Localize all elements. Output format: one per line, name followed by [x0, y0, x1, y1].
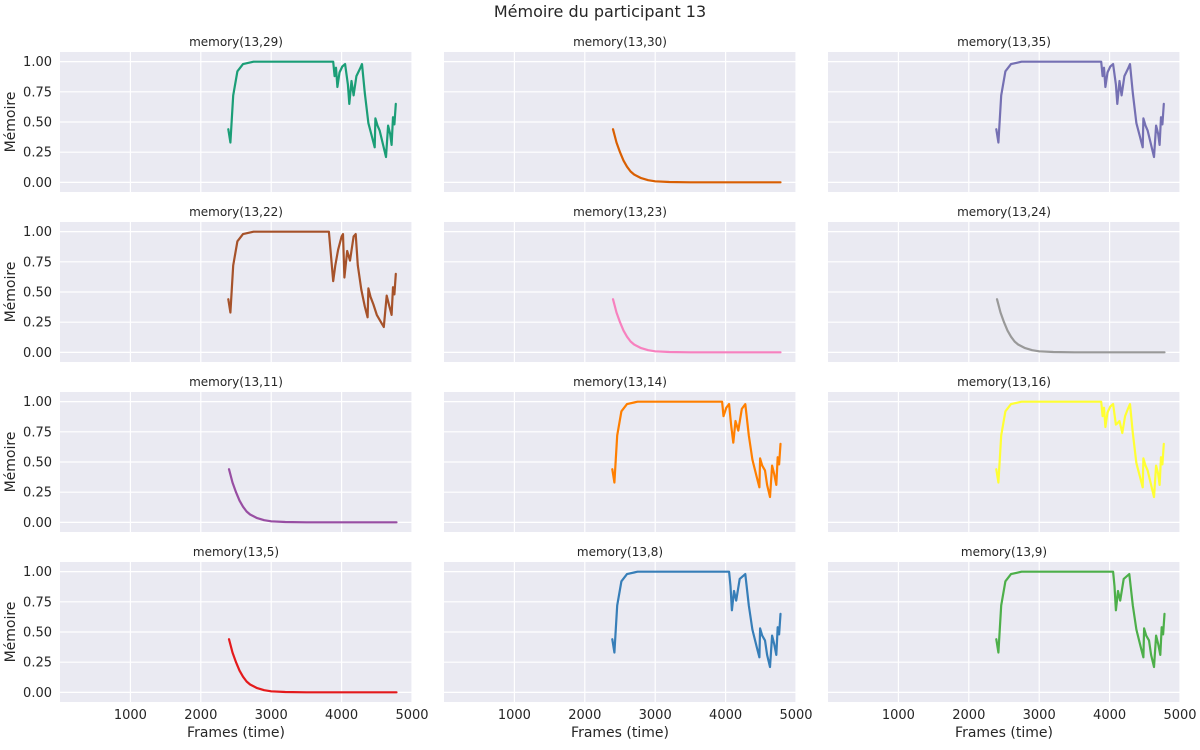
y-tick-label: 0.75: [23, 85, 52, 100]
subplot-title: memory(13,22): [189, 205, 283, 219]
x-axis-label: Frames (time): [187, 725, 285, 741]
x-axis-label: Frames (time): [571, 725, 669, 741]
y-tick-label: 0.50: [23, 286, 52, 301]
x-tick-label: 3000: [639, 708, 672, 723]
subplot-title: memory(13,14): [573, 375, 667, 389]
subplot-title: memory(13,8): [577, 545, 663, 559]
y-tick-label: 0.25: [23, 486, 52, 501]
series-line: [227, 468, 398, 524]
x-tick-label: 2000: [952, 708, 985, 723]
subplot-panel: memory(13,16): [828, 375, 1181, 532]
y-axis-label: Mémoire: [3, 602, 19, 663]
subplot-panel: memory(13,22) 0.00 0.25 0.50 0.75 1.00 Mémoire: [3, 205, 413, 362]
y-axis-label: Mémoire: [3, 262, 19, 323]
subplot-panel: memory(13,23): [444, 205, 797, 362]
x-tick-label: 2000: [184, 708, 217, 723]
subplot-title: memory(13,5): [193, 545, 279, 559]
x-tick-label: 5000: [779, 708, 812, 723]
subplot-title: memory(13,11): [189, 375, 283, 389]
x-tick-label: 4000: [709, 708, 742, 723]
y-tick-label: 1.00: [23, 565, 52, 580]
series-line: [227, 638, 398, 694]
y-tick-label: 1.00: [23, 55, 52, 70]
x-tick-label: 4000: [1093, 708, 1126, 723]
x-tick-label: 3000: [255, 708, 288, 723]
subplot-panel: memory(13,9) 1000 2000 3000 4000 5000 Frames (…: [828, 545, 1197, 741]
series-line: [611, 400, 782, 499]
x-tick-label: 1000: [498, 708, 531, 723]
subplot-title: memory(13,29): [189, 35, 283, 49]
y-tick-label: 1.00: [23, 395, 52, 410]
subplot-panel: memory(13,11) 0.00 0.25 0.50 0.75 1.00 Mémoire: [3, 375, 413, 532]
y-tick-label: 0.00: [23, 686, 52, 701]
y-axis-label: Mémoire: [3, 92, 19, 153]
series-line: [995, 570, 1166, 669]
y-tick-label: 0.00: [23, 346, 52, 361]
y-tick-label: 0.75: [23, 425, 52, 440]
subplot-title: memory(13,16): [957, 375, 1051, 389]
subplot-title: memory(13,23): [573, 205, 667, 219]
subplot-panel: memory(13,29) 0.00 0.25 0.50 0.75 1.00 Mémoire: [3, 35, 413, 192]
y-tick-label: 0.75: [23, 595, 52, 610]
series-line: [995, 400, 1165, 499]
series-line: [995, 298, 1166, 354]
series-line: [611, 128, 782, 184]
series-line: [995, 60, 1165, 159]
x-tick-label: 3000: [1023, 708, 1056, 723]
x-tick-label: 4000: [325, 708, 358, 723]
y-tick-label: 0.25: [23, 656, 52, 671]
subplot-grid: memory(13,29) 0.00 0.25 0.50 0.75 1.00 Mémoire…: [3, 35, 1197, 741]
y-tick-label: 0.50: [23, 626, 52, 641]
series-line: [611, 570, 782, 669]
y-tick-label: 0.25: [23, 316, 52, 331]
y-tick-label: 0.00: [23, 516, 52, 531]
y-tick-label: 0.50: [23, 456, 52, 471]
subplot-panel: memory(13,5) 0.00 0.25 0.50 0.75 1.00 Mémoire 1…: [3, 545, 429, 741]
x-tick-label: 1000: [882, 708, 915, 723]
subplot-panel: memory(13,14): [444, 375, 797, 532]
y-tick-label: 0.75: [23, 255, 52, 270]
subplot-title: memory(13,35): [957, 35, 1051, 49]
y-tick-label: 0.25: [23, 146, 52, 161]
subplot-panel: memory(13,8) 1000 2000 3000 4000 5000 Frames (…: [444, 545, 813, 741]
subplot-title: memory(13,30): [573, 35, 667, 49]
subplot-panel: memory(13,30): [444, 35, 797, 192]
y-tick-label: 1.00: [23, 225, 52, 240]
x-tick-label: 1000: [114, 708, 147, 723]
series-line: [227, 60, 397, 159]
subplot-panel: memory(13,35): [828, 35, 1181, 192]
x-tick-label: 5000: [1163, 708, 1196, 723]
series-line: [227, 230, 397, 329]
x-axis-label: Frames (time): [955, 725, 1053, 741]
subplot-title: memory(13,9): [961, 545, 1047, 559]
x-tick-label: 5000: [395, 708, 428, 723]
subplot-title: memory(13,24): [957, 205, 1051, 219]
y-tick-label: 0.50: [23, 116, 52, 131]
figure-title: Mémoire du participant 13: [494, 2, 706, 21]
subplot-panel: memory(13,24): [828, 205, 1181, 362]
y-tick-label: 0.00: [23, 176, 52, 191]
x-tick-label: 2000: [568, 708, 601, 723]
series-line: [611, 298, 782, 354]
y-axis-label: Mémoire: [3, 432, 19, 493]
